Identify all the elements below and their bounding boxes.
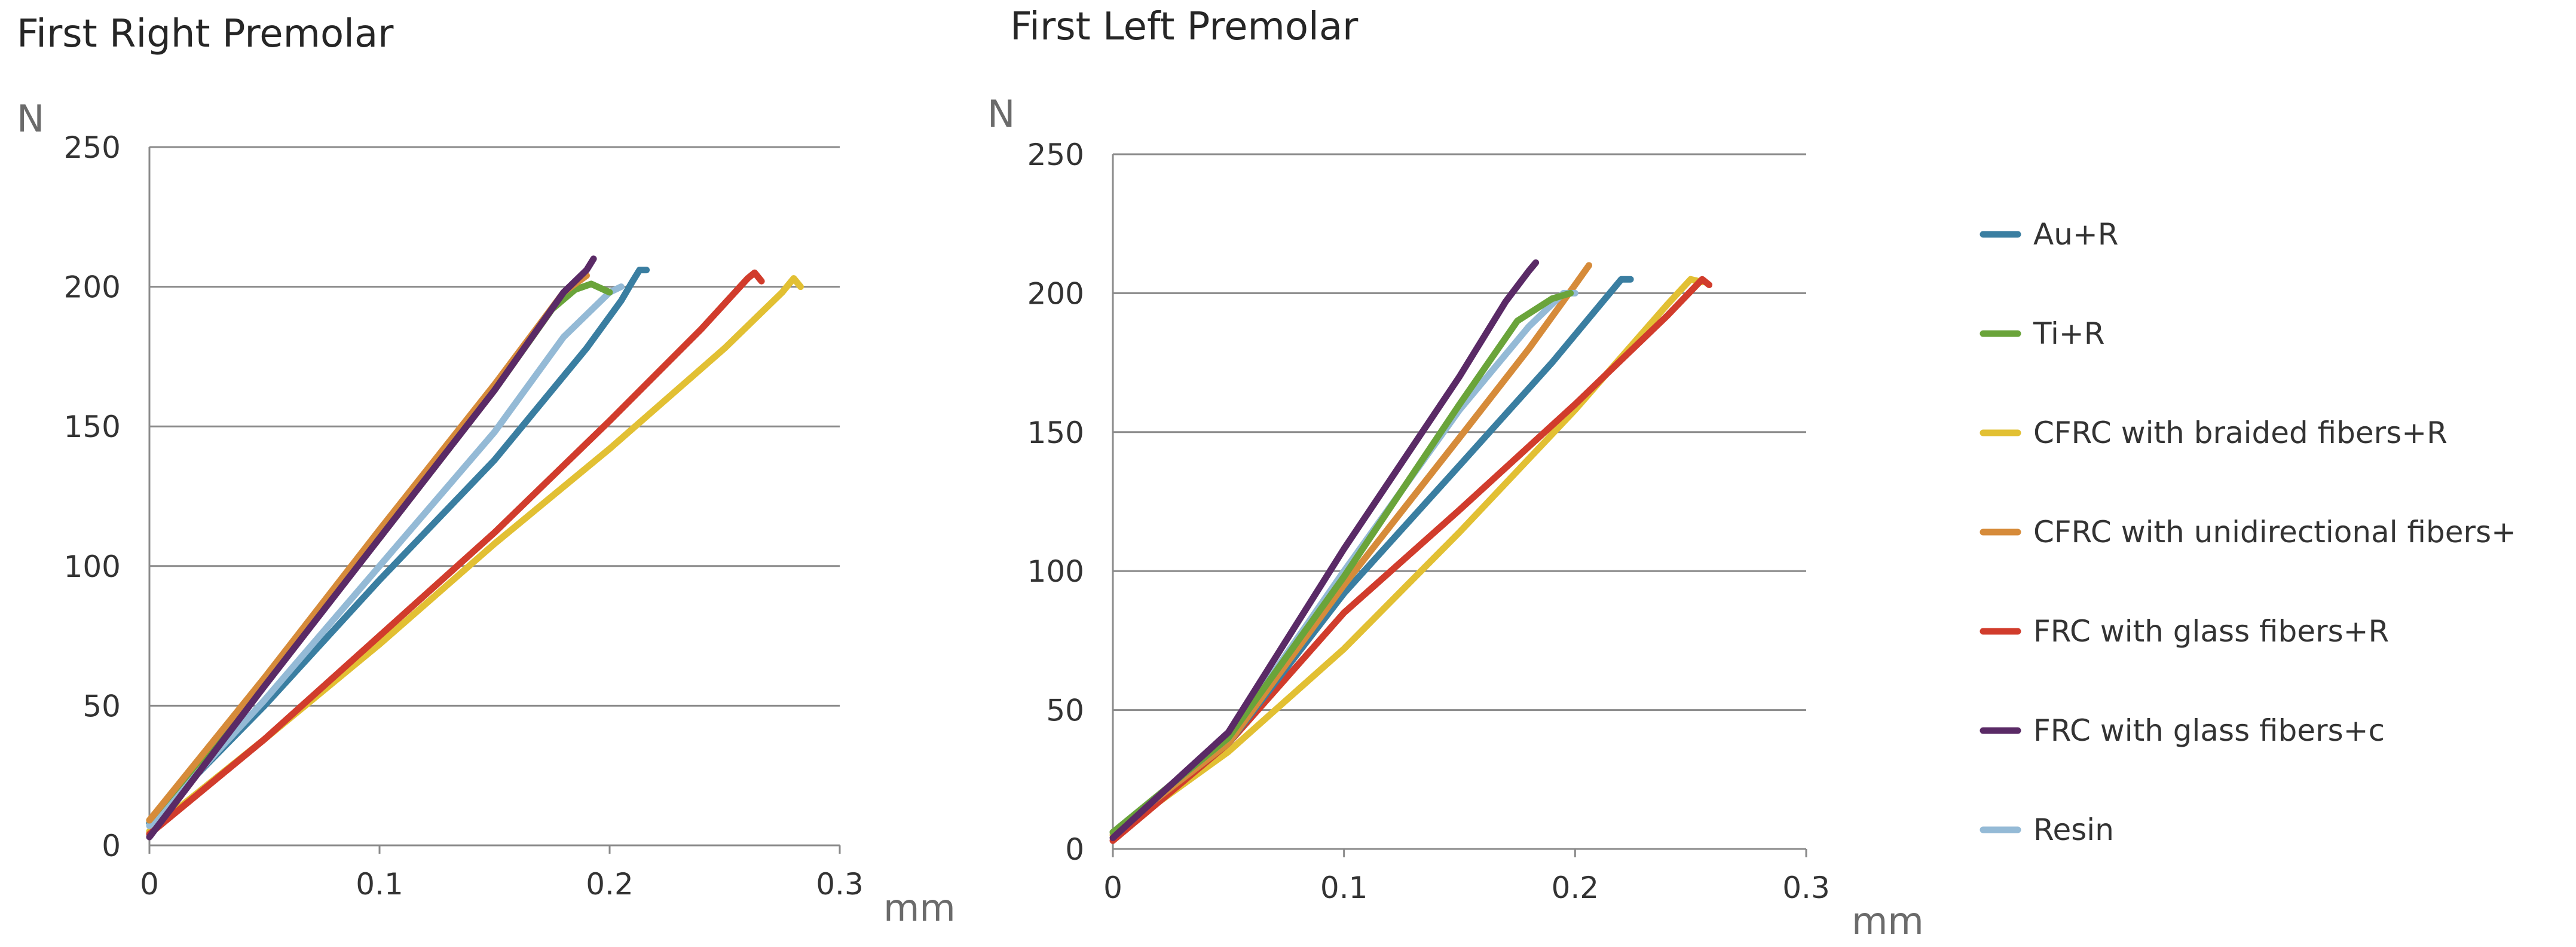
x-tick-label: 0.2 xyxy=(586,867,634,902)
series-line-cfrc-with-unidirectional-fibers xyxy=(1109,262,1592,836)
x-tick-label: 0.3 xyxy=(816,867,864,902)
y-axis-label: N xyxy=(17,97,44,140)
legend-item: FRC with glass fibers+R xyxy=(1980,614,2389,649)
chart-title: First Left Premolar xyxy=(1010,5,1359,49)
legend-item: CFRC with braided fibers+R xyxy=(1980,416,2447,450)
y-tick-label: 200 xyxy=(64,270,121,305)
y-tick-label: 0 xyxy=(1065,832,1084,867)
legend-item: Resin xyxy=(1980,812,2114,847)
legend-label: Resin xyxy=(2033,812,2114,847)
series-line-frc-with-glass-fibers-c xyxy=(146,255,597,841)
y-tick-label: 200 xyxy=(1027,276,1084,311)
y-tick-label: 0 xyxy=(102,829,121,863)
y-tick-label: 50 xyxy=(82,689,121,723)
x-axis-label: mm xyxy=(1852,899,1924,943)
legend-label: Ti+R xyxy=(2033,316,2105,351)
series-line-frc-with-glass-fibers-r xyxy=(146,269,765,838)
chart-title: First Right Premolar xyxy=(17,12,394,56)
y-tick-label: 100 xyxy=(64,549,121,584)
y-tick-label: 250 xyxy=(64,130,121,165)
legend-label: FRC with glass fibers+c xyxy=(2033,713,2385,748)
legend: Au+R Ti+R CFRC with braided fibers+R CFRC w… xyxy=(1980,217,2516,847)
x-tick-label: 0 xyxy=(140,867,159,902)
x-tick-label: 0.1 xyxy=(356,867,403,902)
y-tick-label: 150 xyxy=(1027,416,1084,450)
series-line-au-r xyxy=(1109,276,1634,836)
y-tick-label: 250 xyxy=(1027,138,1084,172)
series-line-cfrc-with-braided-fibers-r xyxy=(1109,276,1706,839)
y-tick-label: 150 xyxy=(64,410,121,444)
series-line-ti-r xyxy=(1109,289,1574,836)
legend-item: FRC with glass fibers+c xyxy=(1980,713,2385,748)
series-line-au-r xyxy=(146,267,650,827)
legend-item: Ti+R xyxy=(1980,316,2105,351)
x-axis-label: mm xyxy=(883,886,956,930)
chart-first-right-premolar: First Right Premolar N mm 0 50 100 150 200 25… xyxy=(17,12,956,930)
x-tick-label: 0.3 xyxy=(1782,870,1830,905)
x-tick-label: 0.1 xyxy=(1320,870,1368,905)
y-tick-label: 100 xyxy=(1027,554,1084,589)
legend-label: CFRC with braided fibers+R xyxy=(2033,416,2447,450)
series-line-frc-with-glass-fibers-c xyxy=(1109,259,1540,841)
y-tick-label: 50 xyxy=(1046,694,1084,728)
x-tick-label: 0.2 xyxy=(1552,870,1599,905)
y-axis-label: N xyxy=(987,92,1015,136)
legend-item: CFRC with unidirectional fibers+ xyxy=(1980,515,2516,549)
legend-item: Au+R xyxy=(1980,217,2119,252)
x-tick-label: 0 xyxy=(1103,870,1122,905)
chart-first-left-premolar: First Left Premolar N mm 0 50 100 150 200 250… xyxy=(987,5,1924,943)
legend-label: CFRC with unidirectional fibers+ xyxy=(2033,515,2516,549)
legend-label: FRC with glass fibers+R xyxy=(2033,614,2389,649)
series-line-cfrc-with-braided-fibers-r xyxy=(146,275,804,835)
legend-label: Au+R xyxy=(2033,217,2119,252)
